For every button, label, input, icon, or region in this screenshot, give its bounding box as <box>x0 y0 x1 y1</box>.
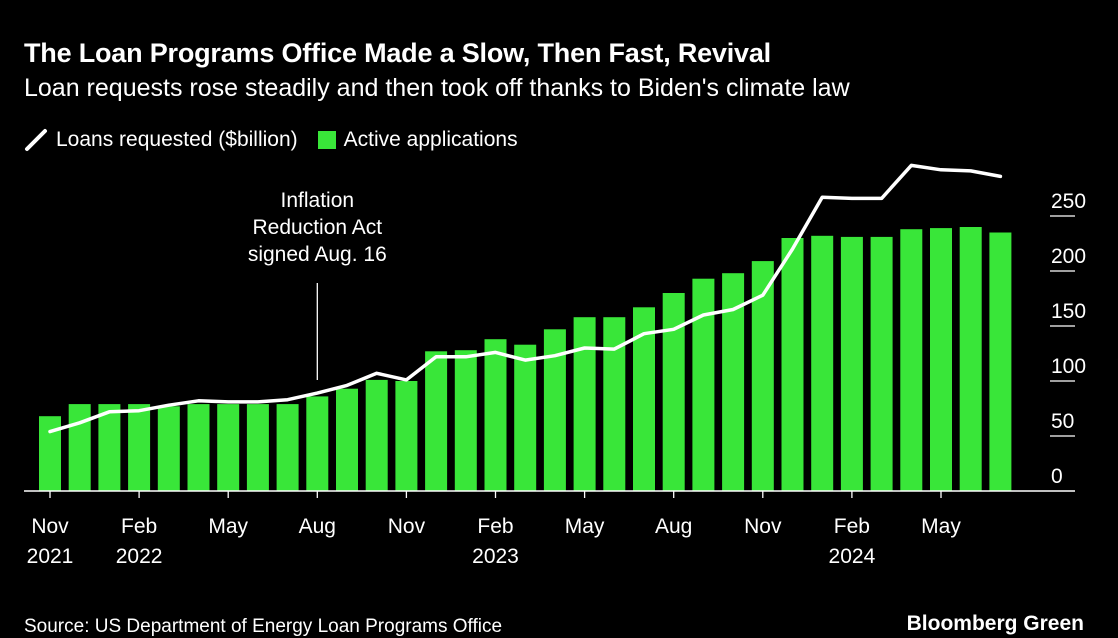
bar <box>425 351 447 491</box>
brand-logo: Bloomberg Green <box>907 612 1084 636</box>
bar <box>39 416 61 491</box>
x-tick-year-label: 2022 <box>116 545 163 568</box>
bar <box>989 233 1011 492</box>
bar <box>514 345 536 491</box>
x-tick-label: Aug <box>655 515 692 538</box>
bar <box>98 404 120 491</box>
x-tick-label: Feb <box>477 515 513 538</box>
bar <box>336 389 358 491</box>
bar <box>871 237 893 491</box>
chart-plot: 0 50 100 150 200 250 Nov 2021 Feb 2022 May Aug Nov Fe… <box>0 0 1118 600</box>
x-tick-label: May <box>565 515 605 538</box>
bar <box>277 404 299 491</box>
source-note: Source: US Department of Energy Loan Pro… <box>24 616 502 638</box>
bar <box>930 228 952 491</box>
bar <box>841 237 863 491</box>
bar <box>188 404 210 491</box>
x-tick-label: Feb <box>834 515 870 538</box>
x-tick-label: Feb <box>121 515 157 538</box>
bar <box>811 236 833 491</box>
bar <box>663 293 685 491</box>
y-tick-label: 100 <box>1051 355 1086 378</box>
y-tick-label: 0 <box>1051 465 1063 488</box>
bar <box>69 404 91 491</box>
x-tick-label: Nov <box>31 515 69 538</box>
y-tick-label: 200 <box>1051 245 1086 268</box>
bar <box>247 404 269 491</box>
x-tick-label: Nov <box>388 515 426 538</box>
x-tick-year-label: 2021 <box>27 545 74 568</box>
x-tick-year-label: 2024 <box>829 545 876 568</box>
x-tick-year-label: 2023 <box>472 545 519 568</box>
x-tick-label: May <box>208 515 248 538</box>
x-tick-label: Aug <box>299 515 336 538</box>
y-tick-label: 250 <box>1051 190 1086 213</box>
bar <box>128 404 150 491</box>
bar <box>158 406 180 491</box>
bar <box>485 339 507 491</box>
y-tick-label: 150 <box>1051 300 1086 323</box>
annotation-label: signed Aug. 16 <box>248 243 387 266</box>
annotation-label: Reduction Act <box>253 216 383 239</box>
y-tick-label: 50 <box>1051 410 1074 433</box>
bar <box>900 229 922 491</box>
bar <box>395 381 417 491</box>
x-tick-label: Nov <box>744 515 782 538</box>
bar <box>782 238 804 491</box>
x-tick-label: May <box>921 515 961 538</box>
annotation-label: Inflation <box>281 189 355 212</box>
bar <box>306 396 328 491</box>
bar <box>960 227 982 491</box>
bar <box>692 279 714 491</box>
bar <box>366 380 388 491</box>
bar <box>574 317 596 491</box>
bar <box>455 350 477 491</box>
bar <box>217 404 239 491</box>
